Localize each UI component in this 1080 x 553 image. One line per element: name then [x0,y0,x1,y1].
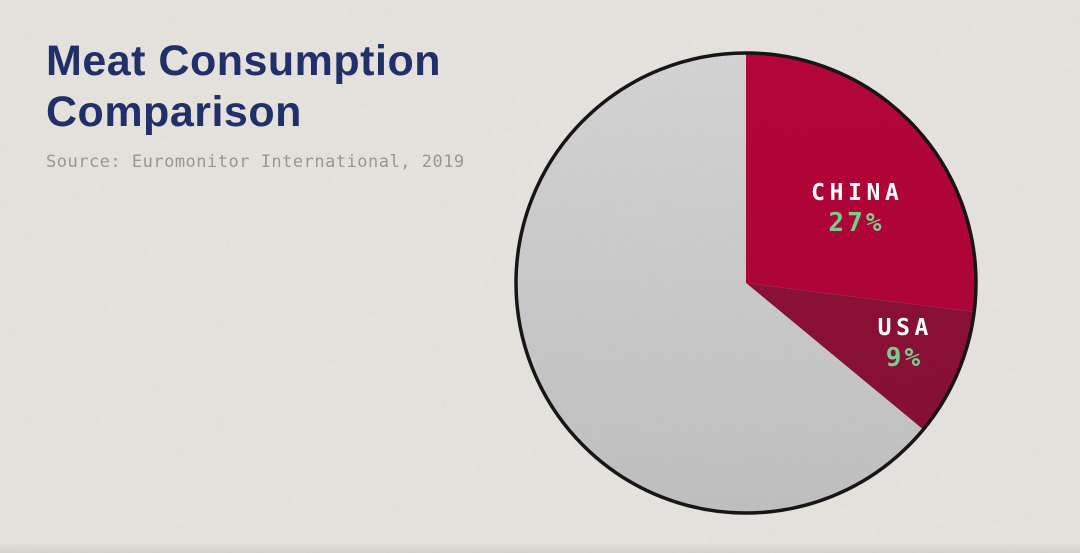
page-title: Meat Consumption Comparison [46,37,441,136]
pie-slice-china [746,53,977,312]
title-block: Meat Consumption Comparison [46,36,516,138]
source-caption: Source: Euromonitor International, 2019 [46,152,465,172]
